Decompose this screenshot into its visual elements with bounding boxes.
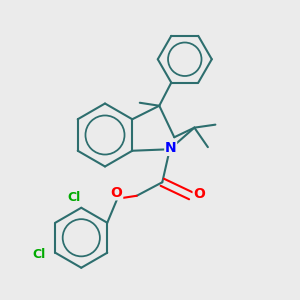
Text: Cl: Cl: [32, 248, 45, 261]
Text: Cl: Cl: [67, 191, 80, 204]
Text: O: O: [111, 186, 123, 200]
Text: N: N: [165, 141, 176, 155]
Text: O: O: [193, 187, 205, 201]
